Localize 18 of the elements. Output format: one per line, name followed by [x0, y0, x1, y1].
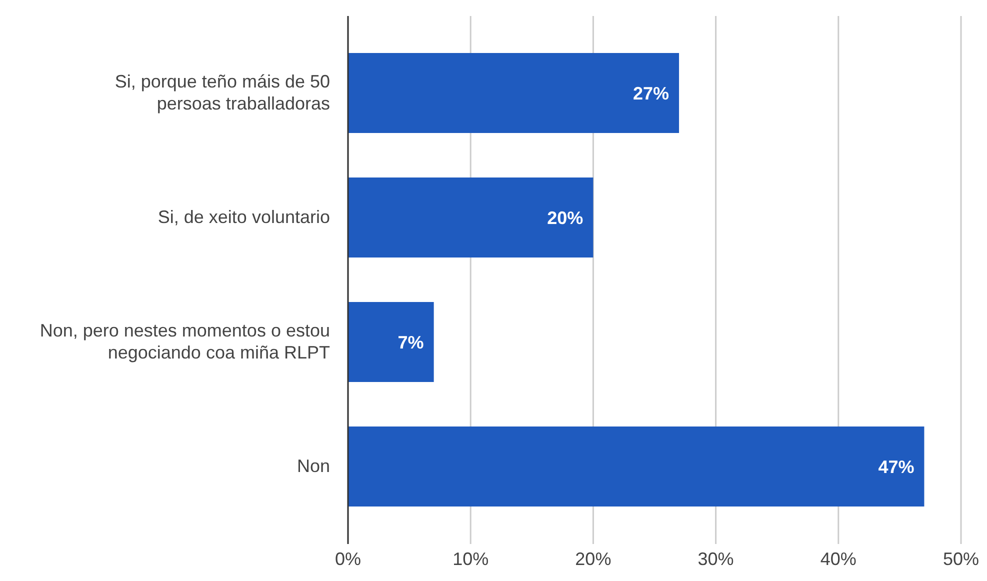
y-tick-label: Si, de xeito voluntario — [158, 206, 330, 226]
x-tick-label: 50% — [942, 548, 980, 569]
x-tick-label: 20% — [575, 548, 612, 569]
bar — [348, 178, 594, 258]
x-tick-label: 40% — [820, 548, 856, 569]
x-tick-label: 30% — [698, 548, 734, 569]
data-label: 7% — [398, 332, 424, 352]
bar — [348, 302, 434, 382]
y-tick-label: Non, pero nestes momentos o estou negociando coa miña RLPT — [40, 320, 330, 362]
bar — [348, 426, 924, 506]
data-label: 20% — [547, 208, 584, 228]
data-label: 27% — [632, 83, 670, 104]
data-label: 47% — [878, 456, 914, 477]
bar — [348, 53, 680, 133]
y-tick-label: Si, porque teño máis de 50 persoas traballadoras — [114, 71, 330, 113]
y-tick-label: Non — [296, 456, 330, 476]
x-tick-label: 0% — [334, 548, 362, 569]
x-tick-label: 10% — [452, 548, 489, 569]
